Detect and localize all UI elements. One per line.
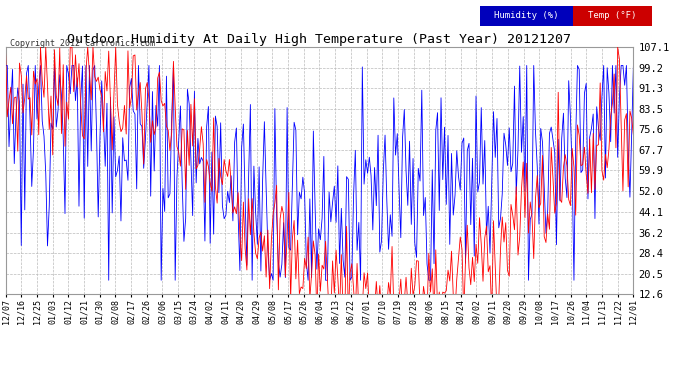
Text: Temp (°F): Temp (°F)	[588, 12, 637, 20]
Title: Outdoor Humidity At Daily High Temperature (Past Year) 20121207: Outdoor Humidity At Daily High Temperatu…	[68, 33, 571, 46]
Text: Copyright 2012 Cartronics.com: Copyright 2012 Cartronics.com	[10, 39, 155, 48]
Text: Humidity (%): Humidity (%)	[494, 12, 558, 20]
